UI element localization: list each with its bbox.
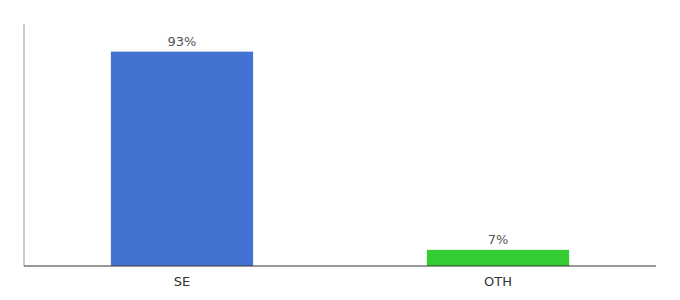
bar	[111, 52, 253, 266]
data-label: 93%	[168, 34, 197, 49]
x-tick-label: SE	[174, 274, 190, 289]
plot-area: SE OTH 93% 7%	[24, 24, 656, 289]
x-axis-line	[24, 266, 656, 267]
bars	[111, 52, 569, 266]
bar	[427, 250, 569, 266]
chart-container: SE OTH 93% 7%	[0, 0, 680, 300]
y-axis-line	[24, 24, 25, 266]
chart: SE OTH 93% 7%	[0, 0, 680, 300]
x-tick-label: OTH	[484, 274, 512, 289]
data-label: 7%	[488, 232, 509, 247]
